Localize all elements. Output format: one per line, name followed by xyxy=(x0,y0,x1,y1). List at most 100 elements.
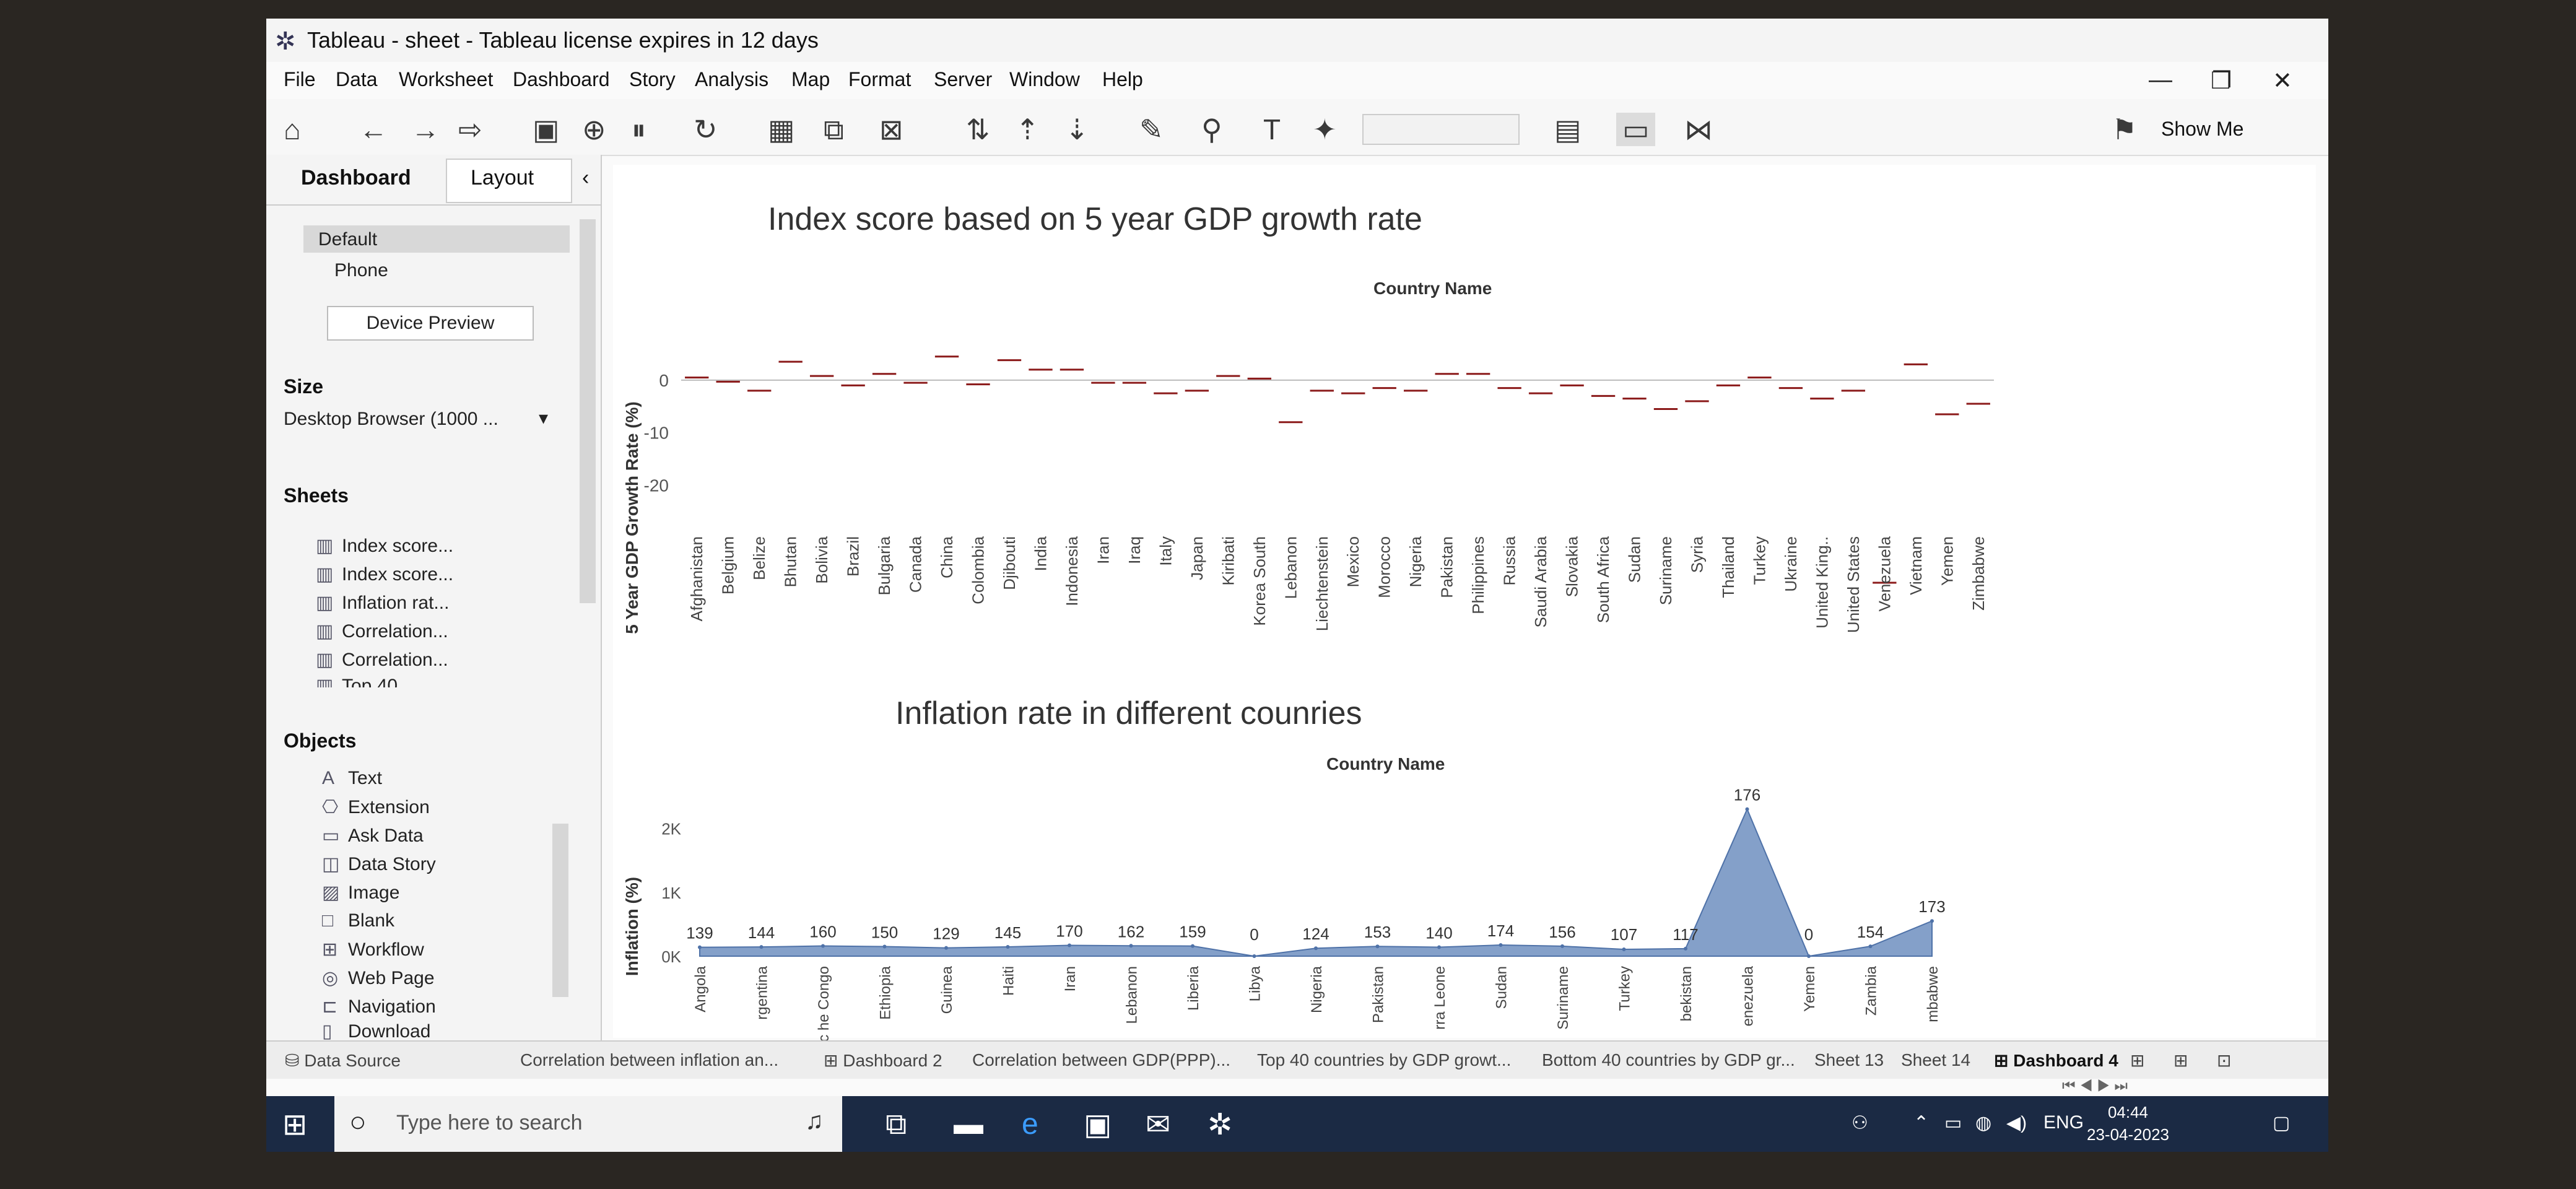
menu-worksheet[interactable]: Worksheet xyxy=(399,68,494,90)
x-tick-label: China xyxy=(938,536,956,578)
mail-icon[interactable]: ✉ xyxy=(1146,1108,1171,1141)
sheet-item[interactable]: ▥ Top 40... xyxy=(316,675,413,687)
object-extension[interactable]: ⎔ Extension xyxy=(322,796,430,818)
share-icon[interactable]: ⋈ xyxy=(1684,113,1713,146)
new-dashboard-icon[interactable]: ⊞ xyxy=(2174,1051,2188,1070)
file-explorer-icon[interactable]: ▬ xyxy=(954,1108,983,1141)
tab-data-source[interactable]: ⛁ Data Source xyxy=(285,1050,401,1071)
menu-window[interactable]: Window xyxy=(1009,68,1080,90)
home-icon[interactable]: ⌂ xyxy=(284,113,301,146)
tab-sheet[interactable]: Top 40 countries by GDP growt... xyxy=(1257,1050,1512,1069)
collapse-icon[interactable]: ‹ xyxy=(582,166,590,189)
save-icon[interactable]: ▣ xyxy=(533,113,560,146)
sidebar-scrollbar[interactable] xyxy=(580,219,596,603)
object-text[interactable]: A Text xyxy=(322,768,382,789)
menu-format[interactable]: Format xyxy=(848,68,912,90)
sheet-item[interactable]: ▥ Correlation... xyxy=(316,621,448,642)
edge-icon[interactable]: e xyxy=(1022,1108,1038,1141)
people-icon[interactable]: ⚇ xyxy=(1852,1113,1868,1133)
device-default[interactable]: Default xyxy=(318,229,378,250)
object-blank[interactable]: □ Blank xyxy=(322,910,394,931)
labels-icon[interactable]: T xyxy=(1263,113,1281,146)
device-default-row[interactable] xyxy=(303,225,570,253)
windows-start-icon[interactable]: ⊞ xyxy=(282,1108,308,1141)
new-story-icon[interactable]: ⊡ xyxy=(2217,1051,2232,1070)
object-web-page[interactable]: ◎ Web Page xyxy=(322,967,435,989)
y-axis-label: 5 Year GDP Growth Rate (%) xyxy=(622,401,642,634)
notifications-icon[interactable]: ▢ xyxy=(2273,1113,2291,1133)
menu-bar: File Data Worksheet Dashboard Story Anal… xyxy=(266,62,2328,99)
replay-icon[interactable]: ⇨ xyxy=(458,113,482,146)
battery-icon[interactable]: ▭ xyxy=(1944,1113,1962,1133)
object-download[interactable]: ▯ Download xyxy=(322,1021,430,1040)
device-preview-button[interactable]: Device Preview xyxy=(327,306,534,341)
sheet-item[interactable]: ▥ Inflation rat... xyxy=(316,592,449,614)
taskbar-search[interactable]: ○ Type here to search ♫ xyxy=(334,1096,842,1152)
sort-asc-icon[interactable]: ⇡ xyxy=(1016,113,1040,146)
menu-help[interactable]: Help xyxy=(1102,68,1143,90)
menu-analysis[interactable]: Analysis xyxy=(695,68,769,90)
menu-dashboard[interactable]: Dashboard xyxy=(513,68,610,90)
network-icon[interactable]: ◍ xyxy=(1975,1113,1992,1133)
menu-server[interactable]: Server xyxy=(934,68,993,90)
menu-map[interactable]: Map xyxy=(791,68,830,90)
show-me-button[interactable]: Show Me xyxy=(2161,118,2244,140)
redo-icon[interactable]: → xyxy=(411,113,440,146)
menu-file[interactable]: File xyxy=(284,68,316,90)
sheet-item[interactable]: ▥ Correlation... xyxy=(316,649,448,671)
tab-dashboard-4[interactable]: ⊞ Dashboard 4 xyxy=(1994,1050,2118,1071)
worksheet-icon: ▥ xyxy=(316,593,334,613)
swap-icon[interactable]: ⇅ xyxy=(966,113,990,146)
tableau-taskbar-icon[interactable]: ✲ xyxy=(1208,1108,1233,1141)
tab-layout[interactable]: Layout xyxy=(471,166,534,189)
language-indicator[interactable]: ENG xyxy=(2043,1112,2084,1133)
task-view-icon[interactable]: ⧉ xyxy=(886,1108,907,1141)
chevron-up-icon[interactable]: ⌃ xyxy=(1913,1113,1930,1133)
menu-data[interactable]: Data xyxy=(336,68,378,90)
chevron-down-icon[interactable]: ▾ xyxy=(539,408,549,429)
tab-sheet-14[interactable]: Sheet 14 xyxy=(1901,1050,1971,1069)
new-datasource-icon[interactable]: ⊕ xyxy=(582,113,606,146)
taskbar-clock[interactable]: 04:44 23-04-2023 xyxy=(2087,1101,2169,1146)
tab-sheet[interactable]: Correlation between GDP(PPP)... xyxy=(972,1050,1231,1069)
sort-desc-icon[interactable]: ⇣ xyxy=(1065,113,1089,146)
sheet-pager-icon[interactable]: ⏮ ◀ ▶ ⏭ xyxy=(2062,1078,2128,1094)
object-navigation[interactable]: ⊏ Navigation xyxy=(322,996,436,1017)
new-worksheet-icon[interactable]: ▦ xyxy=(768,113,795,146)
refresh-icon[interactable]: ↻ xyxy=(694,113,718,146)
objects-scrollbar[interactable] xyxy=(552,824,568,997)
sheet-item[interactable]: ▥ Index score... xyxy=(316,535,453,557)
object-ask-data[interactable]: ▭ Ask Data xyxy=(322,825,424,847)
tab-sheet-13[interactable]: Sheet 13 xyxy=(1814,1050,1884,1069)
sheet-item[interactable]: ▥ Index score... xyxy=(316,564,453,585)
pin-icon[interactable]: ✦ xyxy=(1313,113,1337,146)
menu-story[interactable]: Story xyxy=(629,68,676,90)
clear-sheet-icon[interactable]: ⊠ xyxy=(879,113,903,146)
close-icon[interactable]: ✕ xyxy=(2273,68,2292,94)
group-icon[interactable]: ⚲ xyxy=(1201,113,1222,146)
tab-dashboard[interactable]: Dashboard xyxy=(301,166,411,189)
microphone-icon[interactable]: ♫ xyxy=(805,1107,824,1135)
presentation-mode-icon[interactable]: ▭ xyxy=(1616,113,1656,146)
tab-sheet[interactable]: Correlation between inflation an... xyxy=(520,1050,779,1069)
fit-dropdown[interactable] xyxy=(1362,114,1520,145)
highlight-icon[interactable]: ✎ xyxy=(1139,113,1164,146)
marks-icon[interactable]: ⚑ xyxy=(2112,113,2138,146)
store-icon[interactable]: ▣ xyxy=(1084,1108,1112,1141)
minimize-icon[interactable]: — xyxy=(2149,67,2172,93)
size-dropdown[interactable]: Desktop Browser (1000 ... xyxy=(284,409,498,429)
tab-sheet[interactable]: Bottom 40 countries by GDP gr... xyxy=(1542,1050,1795,1069)
object-data-story[interactable]: ◫ Data Story xyxy=(322,853,436,875)
device-phone[interactable]: Phone xyxy=(334,260,388,281)
restore-icon[interactable]: ❐ xyxy=(2211,68,2232,94)
volume-icon[interactable]: ◀) xyxy=(2006,1113,2027,1133)
object-image[interactable]: ▨ Image xyxy=(322,882,399,904)
pause-updates-icon[interactable]: ⏸ xyxy=(632,113,646,146)
tab-dashboard-2[interactable]: ⊞ Dashboard 2 xyxy=(824,1050,942,1071)
text-icon: A xyxy=(322,768,335,788)
new-worksheet-icon[interactable]: ⊞ xyxy=(2130,1051,2145,1070)
undo-icon[interactable]: ← xyxy=(359,113,388,146)
show-cards-icon[interactable]: ▤ xyxy=(1554,113,1582,146)
object-workflow[interactable]: ⊞ Workflow xyxy=(322,939,424,960)
duplicate-icon[interactable]: ⧉ xyxy=(824,113,844,146)
